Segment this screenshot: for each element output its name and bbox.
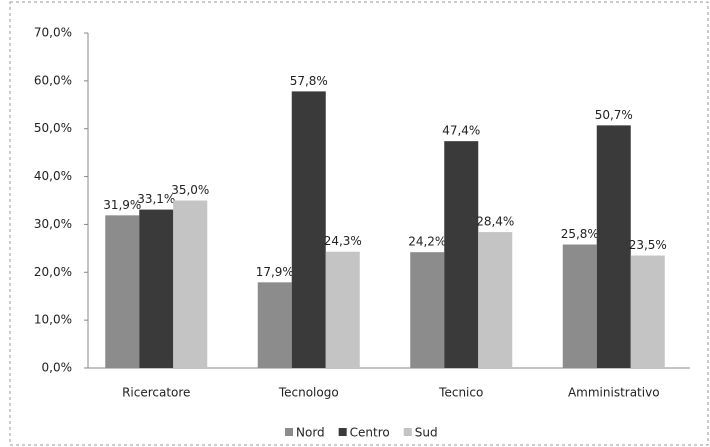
x-tick-label: Amministrativo <box>568 386 660 400</box>
y-tick-label: 70,0% <box>34 26 72 40</box>
data-label: 28,4% <box>476 215 514 229</box>
data-label: 50,7% <box>595 108 633 122</box>
legend-swatch <box>403 428 412 436</box>
legend-label: Sud <box>415 426 438 440</box>
data-label: 17,9% <box>256 265 294 279</box>
data-label: 24,3% <box>324 234 362 248</box>
data-label: 24,2% <box>408 235 446 249</box>
y-tick-label: 30,0% <box>34 217 72 231</box>
bar <box>562 244 597 368</box>
x-tick-label: Tecnico <box>438 386 483 400</box>
data-label: 25,8% <box>561 227 599 241</box>
x-tick-label: Ricercatore <box>122 386 190 400</box>
legend-swatch <box>285 428 293 436</box>
y-tick-label: 0,0% <box>42 361 73 375</box>
bar <box>257 282 292 368</box>
y-tick-label: 40,0% <box>34 169 72 183</box>
bar <box>325 251 360 368</box>
bar <box>630 255 665 368</box>
x-tick-label: Tecnologo <box>278 386 339 400</box>
data-label: 23,5% <box>629 238 667 252</box>
data-label: 31,9% <box>103 198 141 212</box>
bar <box>596 125 631 368</box>
legend-swatch <box>338 428 347 436</box>
data-label: 47,4% <box>442 124 480 138</box>
bar <box>291 91 326 368</box>
bar <box>444 141 479 368</box>
legend-label: Centro <box>350 426 390 440</box>
y-tick-label: 10,0% <box>34 313 72 327</box>
y-tick-label: 20,0% <box>34 265 72 279</box>
bar <box>139 209 174 368</box>
bar <box>478 232 513 368</box>
bar <box>410 252 445 368</box>
data-label: 57,8% <box>290 74 328 88</box>
y-tick-label: 60,0% <box>34 73 72 87</box>
legend-label: Nord <box>296 426 325 440</box>
bar <box>173 200 208 368</box>
data-label: 35,0% <box>171 183 209 197</box>
y-tick-label: 50,0% <box>34 121 72 135</box>
data-label: 33,1% <box>137 192 175 206</box>
bar <box>105 215 140 368</box>
